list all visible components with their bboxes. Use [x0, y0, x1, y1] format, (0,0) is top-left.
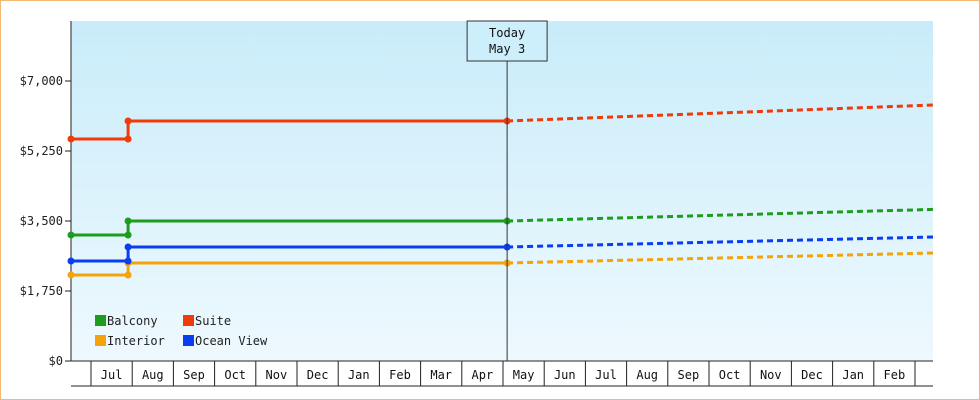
legend-swatch — [95, 315, 106, 326]
month-label: Sep — [183, 368, 205, 382]
month-label: Apr — [472, 368, 494, 382]
series-point — [124, 231, 132, 239]
series-forecast-1 — [507, 103, 934, 123]
series-point — [124, 135, 132, 143]
month-label: Aug — [636, 368, 658, 382]
legend-swatch — [183, 335, 194, 346]
series-lines — [67, 103, 934, 279]
month-label: Dec — [801, 368, 823, 382]
y-tick-label: $7,000 — [20, 74, 63, 88]
month-label: Nov — [266, 368, 288, 382]
y-tick-label: $0 — [49, 354, 63, 368]
plot-area — [71, 21, 933, 361]
series-point — [67, 257, 75, 265]
series-point — [67, 231, 75, 239]
month-label: Jul — [595, 368, 617, 382]
legend-label: Balcony — [107, 314, 158, 328]
series-line-0 — [70, 219, 508, 237]
month-label: Mar — [430, 368, 452, 382]
series-point — [67, 271, 75, 279]
x-axis: Jul Aug Sep Oct Nov Dec Jan Feb Mar Apr May Jun Jul A… — [71, 360, 933, 387]
month-label: Dec — [307, 368, 329, 382]
month-label: Feb — [389, 368, 411, 382]
legend-label: Suite — [195, 314, 231, 328]
y-tick-label: $1,750 — [20, 284, 63, 298]
series-forecast-2 — [507, 251, 934, 265]
series-forecast-3 — [507, 235, 934, 249]
month-label: Jul — [101, 368, 123, 382]
legend-label: Interior — [107, 334, 165, 348]
y-axis: $0 $1,750 $3,500 $5,250 $7,000 — [20, 21, 72, 368]
y-tick-label: $3,500 — [20, 214, 63, 228]
series-point — [124, 257, 132, 265]
series-line-3 — [70, 245, 508, 263]
series-point — [67, 135, 75, 143]
month-label: Oct — [224, 368, 246, 382]
legend: Balcony Suite Interior Ocean View — [95, 314, 268, 348]
today-date: May 3 — [489, 42, 525, 56]
month-label: Jan — [842, 368, 864, 382]
series-point — [124, 271, 132, 279]
series-forecast-0 — [507, 207, 934, 223]
month-label: Nov — [760, 368, 782, 382]
legend-swatch — [183, 315, 194, 326]
month-label: Aug — [142, 368, 164, 382]
series-line-1 — [70, 119, 508, 141]
today-label: Today — [489, 26, 525, 40]
month-label: May — [513, 368, 535, 382]
series-point — [124, 243, 132, 251]
y-tick-label: $5,250 — [20, 144, 63, 158]
series-point — [124, 117, 132, 125]
legend-swatch — [95, 335, 106, 346]
today-marker: Today May 3 — [466, 20, 548, 361]
month-label: Jun — [554, 368, 576, 382]
series-point — [124, 217, 132, 225]
legend-label: Ocean View — [195, 334, 268, 348]
month-label: Feb — [884, 368, 906, 382]
month-label: Oct — [719, 368, 741, 382]
today-box — [466, 20, 548, 62]
series-line-2 — [70, 261, 508, 277]
month-label: Sep — [678, 368, 700, 382]
month-label: Jan — [348, 368, 370, 382]
